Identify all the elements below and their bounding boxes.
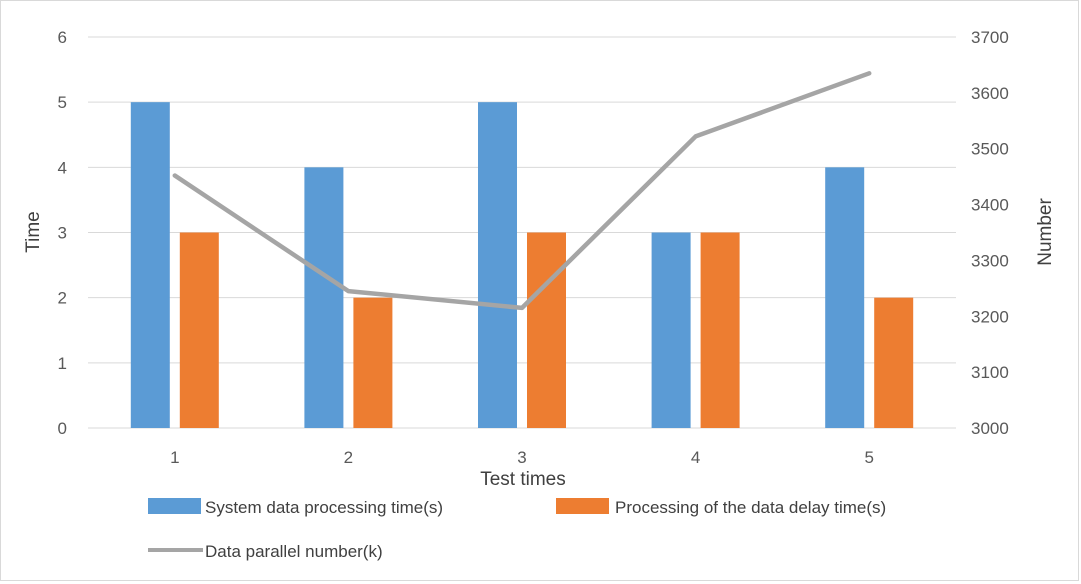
x-tick-label: 1	[170, 448, 179, 467]
left-axis-ticks: 0 1 2 3 4 5 6	[58, 28, 67, 438]
legend-swatch-system-processing	[148, 498, 201, 514]
x-axis-title: Test times	[480, 469, 566, 490]
line-parallel-number	[172, 71, 872, 311]
x-axis-ticks: 1 2 3 4 5	[170, 448, 874, 467]
y2-tick-label: 3300	[971, 251, 1009, 270]
bar-system-processing	[478, 102, 517, 429]
y2-tick-label: 3700	[971, 28, 1009, 47]
y2-tick-label: 3000	[971, 419, 1009, 438]
legend-label-system-processing: System data processing time(s)	[205, 498, 443, 517]
y-tick-label: 1	[58, 354, 67, 373]
legend-swatch-delay-time	[556, 498, 609, 514]
y-tick-label: 4	[58, 158, 67, 177]
bar-system-processing	[130, 102, 170, 429]
y-tick-label: 5	[58, 93, 67, 112]
right-axis-ticks: 3000 3100 3200 3300 3400 3500 3600 3700	[971, 28, 1009, 438]
y-tick-label: 0	[58, 419, 67, 438]
bar-delay-time	[353, 297, 393, 428]
y2-tick-label: 3600	[971, 84, 1009, 103]
bar-delay-time	[874, 297, 914, 428]
y2-tick-label: 3200	[971, 307, 1009, 326]
bar-system-processing	[825, 167, 865, 429]
legend-label-parallel-number: Data parallel number(k)	[205, 542, 383, 561]
x-tick-label: 4	[691, 448, 700, 467]
y2-axis-title: Number	[1035, 198, 1056, 266]
y-tick-label: 6	[58, 28, 67, 47]
gridlines	[88, 36, 956, 429]
y2-tick-label: 3400	[971, 196, 1009, 215]
x-tick-label: 3	[517, 448, 526, 467]
bar-delay-time	[527, 232, 566, 428]
bar-system-processing	[651, 232, 691, 428]
y2-tick-label: 3500	[971, 140, 1009, 159]
legend-label-delay-time: Processing of the data delay time(s)	[615, 498, 886, 517]
y-axis-title: Time	[23, 211, 44, 253]
line-series	[172, 71, 872, 311]
bar-delay-time	[700, 232, 740, 428]
bars	[130, 102, 914, 429]
bar-system-processing	[304, 167, 344, 429]
bar-delay-time	[179, 232, 219, 428]
y-tick-label: 2	[58, 289, 67, 308]
x-tick-label: 5	[864, 448, 873, 467]
legend: System data processing time(s) Processin…	[148, 498, 886, 561]
y2-tick-label: 3100	[971, 363, 1009, 382]
x-tick-label: 2	[344, 448, 353, 467]
y-tick-label: 3	[58, 224, 67, 243]
